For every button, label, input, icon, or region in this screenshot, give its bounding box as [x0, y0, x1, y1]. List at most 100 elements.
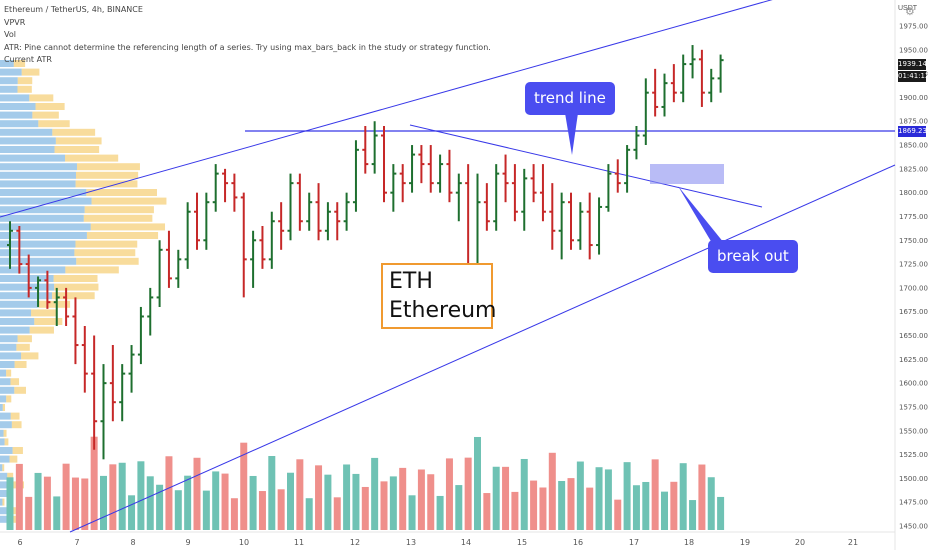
x-tick-label: 15: [517, 538, 527, 547]
vpvr-bar-up: [0, 515, 13, 523]
y-tick-label: 1625.00: [899, 356, 928, 364]
x-tick-label: 20: [795, 538, 805, 547]
vpvr-bar-up: [0, 154, 65, 162]
volume-bar: [604, 469, 612, 530]
volume-bar: [586, 487, 594, 530]
vpvr-bar-down: [29, 94, 54, 102]
vpvr-bar-down: [53, 275, 98, 282]
vpvr-bar-down: [21, 68, 40, 76]
volume-bar: [651, 459, 659, 530]
volume-bar: [455, 485, 463, 530]
vpvr-bar-up: [0, 206, 85, 214]
volume-bar: [15, 463, 23, 530]
volume-bar: [25, 496, 33, 530]
volume-bar: [632, 485, 640, 530]
vpvr-bar-up: [0, 369, 7, 377]
volume-bar: [277, 489, 285, 530]
horizontal-line-tag: 1869.23: [898, 126, 927, 137]
settings-gear-icon[interactable]: ⚙: [905, 6, 915, 18]
volume-bar: [427, 474, 435, 530]
vpvr-bar-up: [0, 77, 18, 85]
x-tick-label: 16: [573, 538, 583, 547]
vpvr-bar-down: [3, 429, 7, 437]
vpvr-bar-down: [10, 378, 20, 386]
y-tick-label: 1875.00: [899, 118, 928, 126]
volume-bar: [287, 472, 294, 530]
vpvr-bar-up: [0, 257, 77, 265]
vpvr-bar-up: [0, 438, 5, 446]
volume-bar: [128, 495, 136, 530]
y-tick-label: 1900.00: [899, 94, 928, 102]
y-tick-label: 1450.00: [899, 523, 928, 531]
volume-bar: [595, 467, 603, 530]
vpvr-bar-down: [75, 180, 138, 188]
vpvr-bar-up: [0, 455, 10, 463]
volume-bar: [483, 493, 491, 530]
x-tick-label: 10: [239, 538, 249, 547]
x-tick-label: 7: [74, 538, 79, 547]
y-tick-label: 1850.00: [899, 142, 928, 150]
currency-label: USDT: [898, 5, 918, 12]
volume-bar: [249, 475, 257, 530]
volume-bar: [43, 476, 51, 530]
y-tick-label: 1675.00: [899, 308, 928, 316]
vpvr-bar-down: [9, 455, 18, 463]
volume-bar: [408, 495, 416, 530]
vpvr-bar-up: [0, 490, 7, 497]
volume-bar: [389, 476, 397, 530]
volume-bar: [417, 469, 425, 530]
vpvr-bar-up: [0, 180, 76, 188]
volume-bar: [520, 458, 528, 530]
breakout-zone: [650, 164, 724, 184]
vpvr-bar-up: [0, 300, 39, 308]
volume-bar: [717, 496, 725, 530]
vpvr-bar-down: [14, 361, 27, 368]
trend-callout-pointer: [565, 113, 578, 155]
vpvr-bar-up: [0, 378, 11, 386]
x-tick-label: 8: [130, 538, 135, 547]
y-tick-label: 1800.00: [899, 189, 928, 197]
volume-bar: [296, 459, 304, 530]
vpvr-bar-down: [65, 266, 119, 274]
vpvr-bar-down: [16, 343, 30, 351]
vpvr-bar-up: [0, 111, 33, 119]
vol-indicator-label: Vol: [4, 30, 16, 39]
vpvr-bar-down: [14, 386, 26, 394]
vpvr-bar-down: [10, 412, 20, 420]
volume-bar: [464, 457, 472, 530]
vpvr-bar-down: [54, 283, 99, 291]
volume-bar: [100, 475, 107, 530]
volume-bar: [118, 462, 126, 530]
vpvr-bar-up: [0, 197, 92, 205]
volume-bar: [670, 481, 678, 530]
y-tick-label: 1825.00: [899, 165, 928, 173]
current-atr-label: Current ATR: [4, 55, 52, 64]
y-tick-label: 1500.00: [899, 475, 928, 483]
vpvr-bar-down: [17, 77, 33, 85]
vpvr-bar-up: [0, 318, 35, 325]
vpvr-bar-down: [90, 223, 166, 231]
volume-bar: [436, 495, 444, 530]
volume-bar: [614, 499, 622, 530]
y-tick-label: 1650.00: [899, 332, 928, 340]
volume-bar: [6, 477, 14, 530]
vpvr-bar-up: [0, 395, 7, 403]
vpvr-bar-down: [29, 326, 54, 334]
vpvr-bar-down: [17, 335, 32, 343]
volume-bar: [137, 461, 145, 530]
vpvr-bar-down: [34, 318, 63, 325]
symbol-title: Ethereum / TetherUS, 4h, BINANCE: [4, 5, 143, 14]
eth-label-box: ETH Ethereum: [381, 263, 496, 329]
volume-bar: [156, 484, 164, 530]
vpvr-bar-up: [0, 214, 84, 222]
vpvr-bar-up: [0, 171, 76, 179]
vpvr-bar-down: [75, 171, 139, 179]
volume-bar: [324, 474, 332, 530]
volume-bar: [333, 497, 341, 530]
volume-bar: [53, 496, 61, 530]
vpvr-bar-down: [55, 137, 102, 145]
x-tick-label: 6: [17, 538, 22, 547]
eth-ticker: ETH: [389, 269, 433, 294]
vpvr-bar-up: [0, 60, 14, 67]
